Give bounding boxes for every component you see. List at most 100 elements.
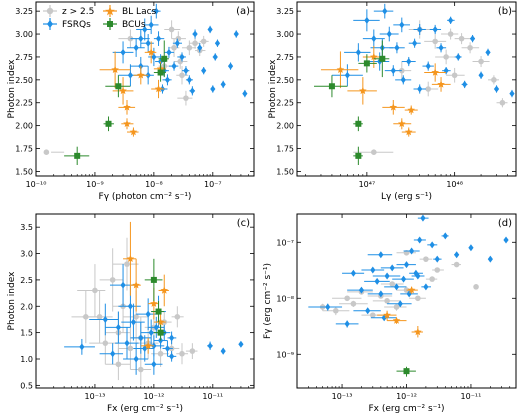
y-tick-label: 2.25: [15, 99, 33, 108]
marker-diamond: [378, 290, 384, 298]
marker-circle: [109, 277, 116, 283]
data-point-z25: [136, 327, 159, 359]
y-axis-label: Photon index: [268, 59, 278, 119]
marker-diamond: [423, 283, 429, 291]
marker-diamond: [220, 80, 226, 88]
data-point-bll: [424, 63, 447, 82]
marker-diamond: [133, 44, 139, 52]
data-point-bll: [130, 258, 141, 312]
data-point-bll: [140, 337, 154, 354]
marker-circle: [393, 304, 400, 310]
marker-circle: [432, 38, 438, 45]
marker-diamond: [325, 303, 331, 311]
marker-circle: [370, 312, 376, 318]
marker-diamond: [186, 76, 192, 84]
marker-square: [155, 308, 162, 315]
marker-diamond: [142, 344, 148, 352]
data-point-bcu: [153, 324, 166, 341]
data-point-fsrq: [121, 303, 145, 341]
data-point-fsrq: [395, 75, 412, 85]
data-point-fsrq: [133, 335, 154, 362]
data-point-fsrq: [130, 56, 149, 76]
marker-star: [129, 128, 138, 136]
marker-circle: [423, 256, 429, 262]
data-point-fsrq: [115, 327, 139, 359]
marker-star: [389, 103, 398, 111]
data-point-bll: [387, 316, 407, 324]
data-point-fsrq: [105, 311, 131, 344]
marker-diamond: [378, 251, 384, 259]
data-point-z25: [176, 343, 189, 365]
marker-circle: [434, 267, 441, 273]
data-point-fsrq: [370, 314, 397, 322]
panel-label: (b): [498, 6, 512, 17]
x-tick-label: 10⁴⁷: [359, 180, 376, 189]
marker-square: [74, 152, 81, 159]
y-tick-label: 1.75: [15, 145, 33, 154]
y-tick-label: 1.75: [276, 145, 294, 154]
data-point-fsrq: [413, 236, 426, 244]
marker-square: [403, 368, 410, 375]
marker-diamond: [350, 269, 356, 277]
marker-square: [157, 329, 164, 336]
data-point-fsrq: [421, 283, 432, 291]
data-point-fsrq: [366, 52, 390, 71]
data-point-fsrq: [372, 272, 401, 280]
marker-square: [157, 69, 164, 76]
x-tick-label: 10⁻⁹: [86, 180, 104, 189]
data-point-fsrq: [168, 61, 179, 71]
data-point-fsrq: [207, 341, 213, 351]
data-point-bll: [320, 51, 359, 89]
marker-star: [156, 318, 165, 326]
data-point-fsrq: [509, 89, 515, 98]
data-point-z25: [425, 276, 438, 282]
legend-item-bcu: BCUs: [103, 18, 146, 30]
marker-diamond: [207, 25, 213, 33]
data-point-z25: [451, 261, 461, 268]
data-point-z25: [43, 149, 65, 155]
data-point-bll: [431, 77, 451, 92]
marker-star: [111, 65, 119, 73]
data-point-fsrq: [148, 47, 161, 67]
marker-circle: [425, 86, 432, 92]
marker-diamond: [110, 350, 116, 358]
marker-circle: [453, 261, 460, 268]
data-layer: [314, 3, 515, 166]
marker-circle: [389, 281, 396, 287]
marker-diamond: [145, 71, 151, 79]
panel-d: 10⁻¹³ 10⁻¹² 10⁻¹¹ 10⁻⁹ 10⁻⁸ 10⁻⁷ Fx (erg cm⁻² …: [263, 213, 517, 413]
marker-diamond: [210, 85, 216, 93]
data-point-bcu: [358, 54, 377, 73]
panel-label: (a): [236, 6, 250, 17]
data-point-fsrq: [364, 277, 390, 285]
marker-diamond: [503, 236, 509, 244]
marker-diamond: [164, 344, 171, 352]
marker-diamond: [130, 318, 137, 326]
data-point-bll: [158, 274, 169, 307]
y-tick-label: 3.00: [276, 30, 294, 39]
marker-diamond: [412, 39, 418, 47]
data-point-fsrq: [227, 62, 234, 70]
marker-circle: [179, 350, 185, 357]
data-point-fsrq: [344, 43, 371, 62]
marker-diamond: [207, 342, 213, 350]
data-point-fsrq: [353, 9, 380, 32]
x-axis-label: Fx (erg cm⁻² s⁻¹): [368, 404, 444, 413]
marker-diamond: [415, 272, 421, 280]
marker-diamond: [164, 76, 171, 84]
marker-circle: [124, 261, 130, 267]
marker-diamond: [400, 76, 406, 84]
marker-diamond: [142, 25, 148, 33]
y-tick-label: 1.5: [20, 329, 33, 338]
marker-star: [407, 106, 416, 114]
x-tick-label: 10⁻¹¹: [202, 392, 223, 401]
marker-square: [379, 55, 386, 62]
marker-diamond: [238, 340, 244, 348]
y-tick-label: 2.50: [15, 76, 33, 85]
data-point-fsrq: [461, 80, 468, 89]
y-tick-label: 10⁻⁷: [276, 238, 294, 247]
marker-diamond: [417, 85, 423, 93]
data-point-bll: [347, 77, 377, 105]
data-point-fsrq: [335, 320, 359, 328]
